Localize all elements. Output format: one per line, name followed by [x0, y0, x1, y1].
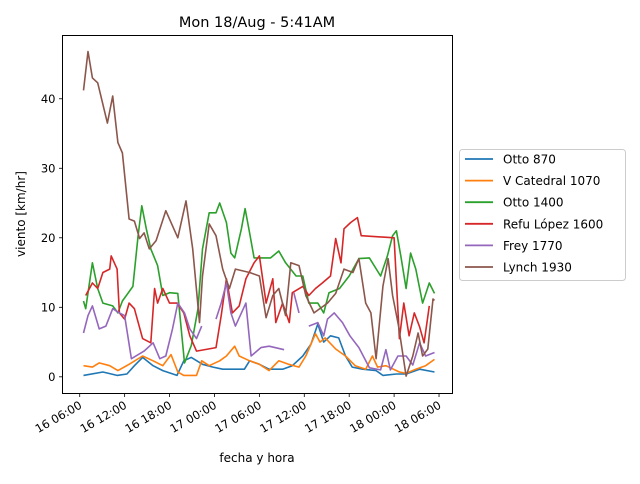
- x-axis-label: fecha y hora: [219, 451, 294, 465]
- axes-frame: [62, 35, 453, 394]
- legend-label: V Catedral 1070: [503, 174, 600, 188]
- y-axis-label: viento [km/hr]: [14, 171, 28, 257]
- series-line-refu-l-pez-1600: [84, 216, 431, 352]
- y-tick-label: 10: [41, 300, 56, 314]
- y-tick-label: 30: [41, 161, 56, 175]
- legend-label: Lynch 1930: [503, 261, 572, 275]
- legend-box: [459, 149, 626, 281]
- y-axis: 0 10 20 30 40: [41, 92, 63, 384]
- legend-entry: V Catedral 1070: [465, 174, 600, 188]
- series-layer: [82, 50, 436, 377]
- legend-label: Refu López 1600: [503, 217, 603, 231]
- legend-entry: Otto 1400: [465, 196, 564, 210]
- y-tick-label: 20: [41, 231, 56, 245]
- chart-title: Mon 18/Aug - 5:41AM: [179, 15, 335, 31]
- y-tick-label: 0: [48, 370, 55, 384]
- legend-label: Otto 870: [503, 153, 556, 167]
- legend-entry: Lynch 1930: [465, 261, 572, 275]
- series-line-lynch-1930: [82, 50, 436, 377]
- legend-label: Otto 1400: [503, 196, 564, 210]
- series-line-otto-1400: [82, 202, 436, 364]
- legend-entry: Otto 870: [465, 153, 556, 167]
- legend: Otto 870 V Catedral 1070 Otto 1400 Refu Lóp…: [459, 149, 626, 281]
- legend-entry: Frey 1770: [465, 239, 563, 253]
- series-line-v-catedral-1070: [83, 332, 435, 377]
- legend-entry: Refu López 1600: [465, 217, 603, 231]
- series-line-frey-1770: [82, 282, 435, 371]
- legend-label: Frey 1770: [503, 239, 563, 253]
- y-tick-label: 40: [41, 92, 56, 106]
